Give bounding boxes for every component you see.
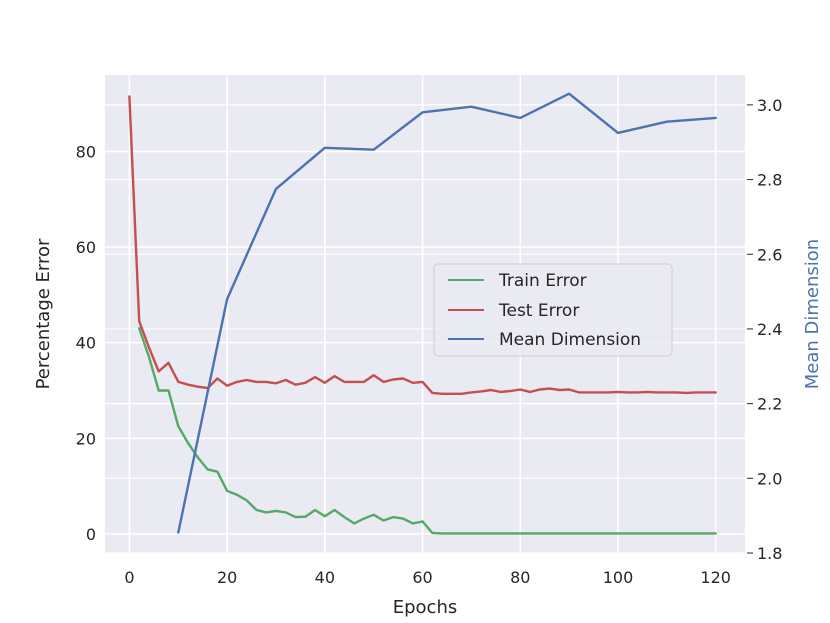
series-line-test-error [128, 95, 717, 395]
y-tick-label: 0 [86, 525, 96, 544]
legend-box [433, 263, 673, 357]
x-axis-ticks: 0 20 40 60 80 100 120 [124, 568, 731, 587]
y2-tick-label: 2.4 [757, 320, 782, 339]
y2-tick-label: 1.8 [757, 544, 782, 563]
x-tick-label: 20 [217, 568, 237, 587]
y-axis-ticks: 0 20 40 60 80 [76, 142, 96, 543]
y2-tick-label: 3.0 [757, 96, 782, 115]
x-tick-label: 120 [700, 568, 731, 587]
y2-tick-label: 2.6 [757, 245, 782, 264]
y2-axis-ticks: 1.8 2.0 2.2 2.4 2.6 2.8 3.0 [747, 96, 782, 563]
series-line-mean-dimension [177, 92, 717, 534]
legend-label-train-error: Train Error [498, 271, 587, 291]
y2-tick-label: 2.0 [757, 469, 782, 488]
x-tick-label: 80 [510, 568, 530, 587]
y-tick-label: 20 [76, 429, 96, 448]
y2-axis-label: Mean Dimension [802, 239, 823, 389]
legend-label-test-error: Test Error [498, 301, 579, 321]
y-tick-label: 80 [76, 142, 96, 161]
y-axis-label: Percentage Error [33, 238, 54, 389]
y2-tick-label: 2.8 [757, 171, 782, 190]
series-line-train-error [137, 327, 717, 535]
x-tick-label: 0 [124, 568, 134, 587]
x-tick-label: 100 [603, 568, 634, 587]
y2-tick-label: 2.2 [757, 395, 782, 414]
y-tick-label: 60 [76, 238, 96, 257]
x-axis-label: Epochs [393, 597, 458, 618]
legend-label-mean-dimension: Mean Dimension [499, 330, 641, 350]
x-tick-label: 40 [315, 568, 335, 587]
series-layer [128, 92, 717, 535]
y-tick-label: 40 [76, 334, 96, 353]
x-tick-label: 60 [412, 568, 432, 587]
legend: Train Error Test Error Mean Dimension [433, 263, 673, 357]
